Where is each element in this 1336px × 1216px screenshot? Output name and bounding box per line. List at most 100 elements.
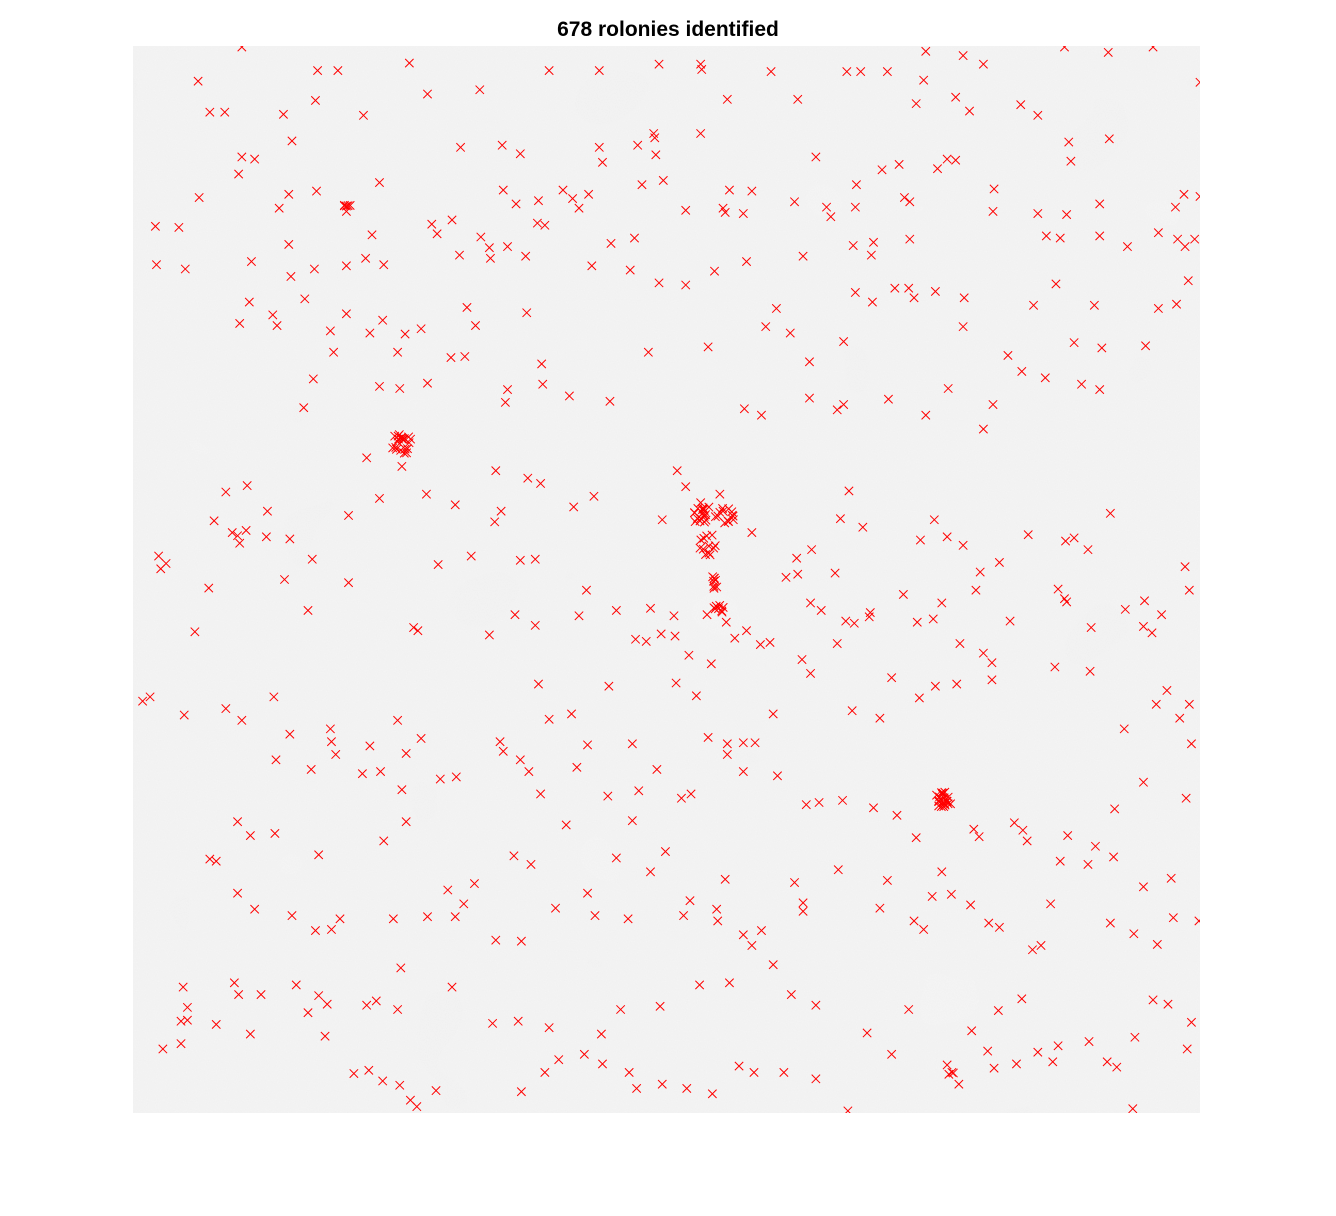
rolony-marker [911, 833, 921, 843]
rolony-marker [374, 493, 385, 503]
rolony-marker [211, 856, 221, 866]
rolony-marker [443, 885, 453, 895]
rolony-marker [1062, 210, 1072, 220]
rolony-marker [537, 359, 547, 369]
figure-title: 678 rolonies identified [557, 18, 779, 41]
rolony-marker [561, 820, 571, 830]
rolony-marker [245, 1029, 255, 1039]
rolony-marker [180, 264, 190, 274]
rolony-marker [605, 396, 615, 406]
rolony-marker [722, 94, 732, 104]
rolony-marker [234, 990, 244, 1000]
rolony-marker [749, 1067, 759, 1078]
rolony-marker [966, 900, 976, 910]
rolony-marker [400, 329, 410, 339]
rolony-marker [1147, 628, 1157, 638]
rolony-marker [704, 502, 714, 512]
rolony-marker [724, 516, 734, 527]
rolony-marker [582, 888, 593, 898]
rolony-marker [1152, 939, 1162, 949]
rolony-marker [544, 1023, 554, 1033]
rolony-marker [1089, 300, 1099, 310]
rolony-marker [707, 1089, 717, 1099]
rolony-marker [947, 1067, 957, 1077]
rolony-marker [530, 554, 540, 564]
rolony-marker [365, 741, 375, 751]
rolony-marker [1048, 1057, 1058, 1067]
rolony-marker [882, 67, 892, 77]
rolony-marker [801, 800, 811, 810]
rolony-marker [269, 692, 279, 702]
rolony-marker [307, 554, 317, 564]
rolony-marker [485, 253, 495, 263]
rolony-marker [1157, 610, 1167, 620]
rolony-marker [270, 828, 280, 838]
rolony-marker [983, 1046, 993, 1056]
rolony-marker [250, 904, 260, 914]
rolony-marker [866, 250, 876, 260]
rolony-marker [341, 309, 351, 319]
rolony-marker [397, 434, 407, 444]
rolony-marker [789, 197, 800, 207]
rolony-marker [1077, 379, 1087, 389]
rolony-marker [709, 573, 719, 583]
rolony-marker [978, 59, 988, 69]
rolony-marker [1171, 299, 1182, 309]
rolony-marker [912, 617, 922, 627]
rolony-marker [308, 374, 318, 384]
rolony-marker [379, 836, 389, 846]
rolony-marker [233, 531, 243, 541]
rolony-marker [781, 572, 791, 582]
rolony-marker [937, 598, 947, 608]
rolony-marker [497, 140, 507, 150]
image-axes [133, 46, 1200, 1113]
rolony-marker [421, 489, 431, 499]
rolony-marker [1053, 584, 1063, 594]
rolony-marker [516, 936, 526, 946]
rolony-marker [1148, 46, 1158, 52]
rolony-marker [842, 67, 852, 77]
rolony-marker [246, 256, 256, 267]
rolony-marker [946, 889, 956, 899]
rolony-marker [704, 541, 714, 551]
rolony-marker [882, 875, 892, 885]
rolony-marker [633, 140, 643, 150]
rolony-marker [1148, 995, 1158, 1005]
rolony-marker [709, 583, 719, 593]
rolony-marker [631, 634, 641, 644]
rolony-marker [484, 243, 494, 253]
rolony-marker [488, 1018, 498, 1028]
rolony-marker [670, 631, 680, 641]
rolony-marker [193, 76, 203, 86]
rolony-marker [422, 912, 433, 922]
rolony-marker [1003, 350, 1013, 360]
rolony-marker [285, 729, 295, 739]
rolony-marker [660, 847, 670, 857]
rolony-marker [261, 532, 271, 542]
rolony-marker [1055, 233, 1065, 243]
rolony-marker [154, 551, 164, 561]
rolony-marker [241, 525, 251, 535]
rolony-marker [1186, 739, 1197, 749]
rolony-marker [558, 185, 568, 195]
rolony-marker [905, 197, 915, 207]
rolony-marker [237, 46, 247, 52]
rolony-marker [875, 713, 885, 723]
rolony-marker [645, 867, 656, 877]
rolony-marker [320, 1031, 330, 1041]
rolony-marker [1059, 594, 1070, 604]
rolony-marker [1086, 622, 1096, 633]
rolony-marker [451, 772, 461, 782]
rolony-marker [229, 978, 239, 988]
rolony-marker [958, 322, 968, 332]
rolony-marker [433, 560, 443, 570]
rolony-marker [536, 478, 546, 489]
rolony-marker [379, 260, 389, 270]
rolony-marker [898, 589, 908, 599]
rolony-marker [989, 1063, 999, 1073]
rolony-marker [1084, 1036, 1094, 1047]
rolony-marker [755, 640, 765, 650]
rolony-marker [587, 261, 597, 271]
rolony-marker [284, 239, 294, 250]
rolony-marker [724, 185, 735, 195]
